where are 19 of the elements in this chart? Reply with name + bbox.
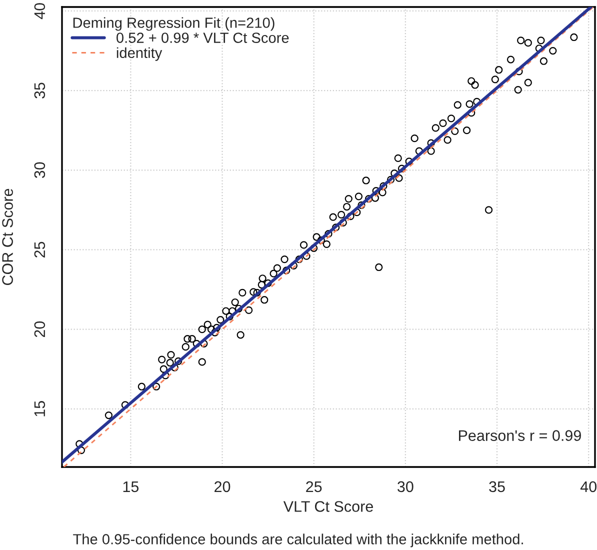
legend-title: Deming Regression Fit (n=210) (73, 17, 274, 31)
y-tick-label: 25 (34, 242, 46, 258)
text: The 0.95-confidence bounds are calculated with the jackknife method. (73, 534, 523, 548)
x-tick-label: 30 (398, 481, 414, 492)
y-tick-label: 35 (34, 82, 46, 98)
annotation: Pearson's r = 0.99 (458, 430, 581, 441)
y-tick-label: 20 (34, 321, 46, 338)
y-tick-label: 40 (34, 3, 46, 20)
x-tick-label: 35 (489, 481, 505, 492)
x-tick-label: 20 (214, 481, 230, 492)
y-axis-title: COR Ct Score (2, 188, 13, 286)
x-tick-label: 40 (580, 481, 596, 492)
legend-label: 0.52 + 0.99 * VLT Ct Score (116, 32, 289, 43)
x-tick-label: 15 (123, 481, 139, 492)
x-axis-title: VLT Ct Score (283, 501, 373, 512)
y-tick-label: 30 (34, 162, 46, 178)
legend-label: identity (116, 47, 162, 61)
y-tick-label: 15 (34, 401, 46, 416)
x-tick-label: 25 (306, 481, 322, 492)
